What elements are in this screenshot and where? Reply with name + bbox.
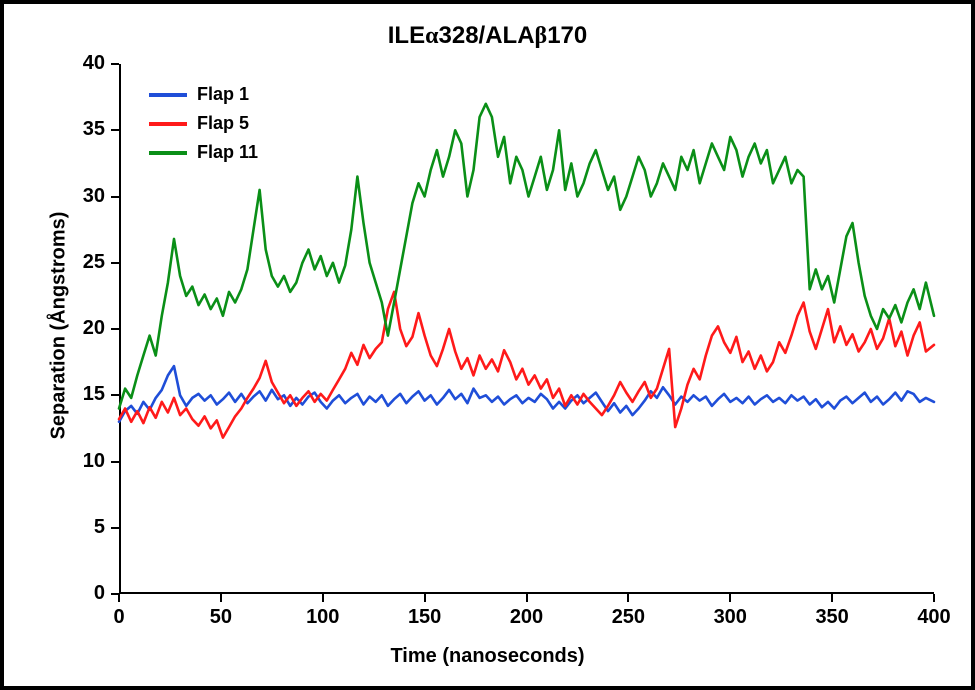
- title-greek-beta: β: [535, 23, 548, 49]
- legend-swatch: [149, 122, 187, 126]
- x-tick-label: 150: [395, 606, 455, 629]
- y-tick-label: 25: [55, 251, 105, 274]
- x-tick: [831, 594, 833, 602]
- title-greek-alpha: α: [425, 23, 438, 49]
- x-tick: [118, 594, 120, 602]
- y-tick-label: 35: [55, 118, 105, 141]
- legend-swatch: [149, 93, 187, 97]
- legend-item: Flap 5: [149, 113, 258, 134]
- x-tick-label: 200: [497, 606, 557, 629]
- series-line: [119, 366, 934, 422]
- y-tick-label: 0: [55, 582, 105, 605]
- y-tick: [111, 527, 119, 529]
- title-prefix: ILE: [388, 22, 425, 49]
- x-tick: [933, 594, 935, 602]
- title-mid: 328/ALA: [439, 22, 535, 49]
- plot-area: 0510152025303540050100150200250300350400…: [119, 64, 934, 594]
- series-line: [119, 292, 934, 438]
- y-tick: [111, 394, 119, 396]
- chart-frame: ILEα328/ALAβ170 Separation (Ångstroms) T…: [0, 0, 975, 690]
- x-tick-label: 400: [904, 606, 964, 629]
- y-tick-label: 30: [55, 185, 105, 208]
- y-tick: [111, 129, 119, 131]
- legend-label: Flap 1: [197, 84, 249, 105]
- y-tick-label: 10: [55, 450, 105, 473]
- x-tick-label: 300: [700, 606, 760, 629]
- legend-item: Flap 1: [149, 84, 258, 105]
- chart-title: ILEα328/ALAβ170: [4, 22, 971, 50]
- title-suffix: 170: [547, 22, 587, 49]
- legend-label: Flap 5: [197, 113, 249, 134]
- y-tick-label: 40: [55, 52, 105, 75]
- x-tick-label: 0: [89, 606, 149, 629]
- x-tick: [627, 594, 629, 602]
- y-tick: [111, 63, 119, 65]
- x-tick-label: 50: [191, 606, 251, 629]
- legend-swatch: [149, 151, 187, 155]
- x-tick-label: 250: [598, 606, 658, 629]
- x-tick: [729, 594, 731, 602]
- legend-label: Flap 11: [197, 142, 258, 163]
- y-tick-label: 20: [55, 317, 105, 340]
- x-tick-label: 100: [293, 606, 353, 629]
- y-tick-label: 5: [55, 516, 105, 539]
- y-tick: [111, 461, 119, 463]
- y-tick: [111, 196, 119, 198]
- y-tick-label: 15: [55, 383, 105, 406]
- x-tick: [526, 594, 528, 602]
- y-tick: [111, 262, 119, 264]
- x-tick: [424, 594, 426, 602]
- x-tick-label: 350: [802, 606, 862, 629]
- y-tick: [111, 328, 119, 330]
- legend-item: Flap 11: [149, 142, 258, 163]
- x-tick: [220, 594, 222, 602]
- legend: Flap 1 Flap 5 Flap 11: [149, 84, 258, 171]
- x-axis-label: Time (nanoseconds): [4, 645, 971, 668]
- x-tick: [322, 594, 324, 602]
